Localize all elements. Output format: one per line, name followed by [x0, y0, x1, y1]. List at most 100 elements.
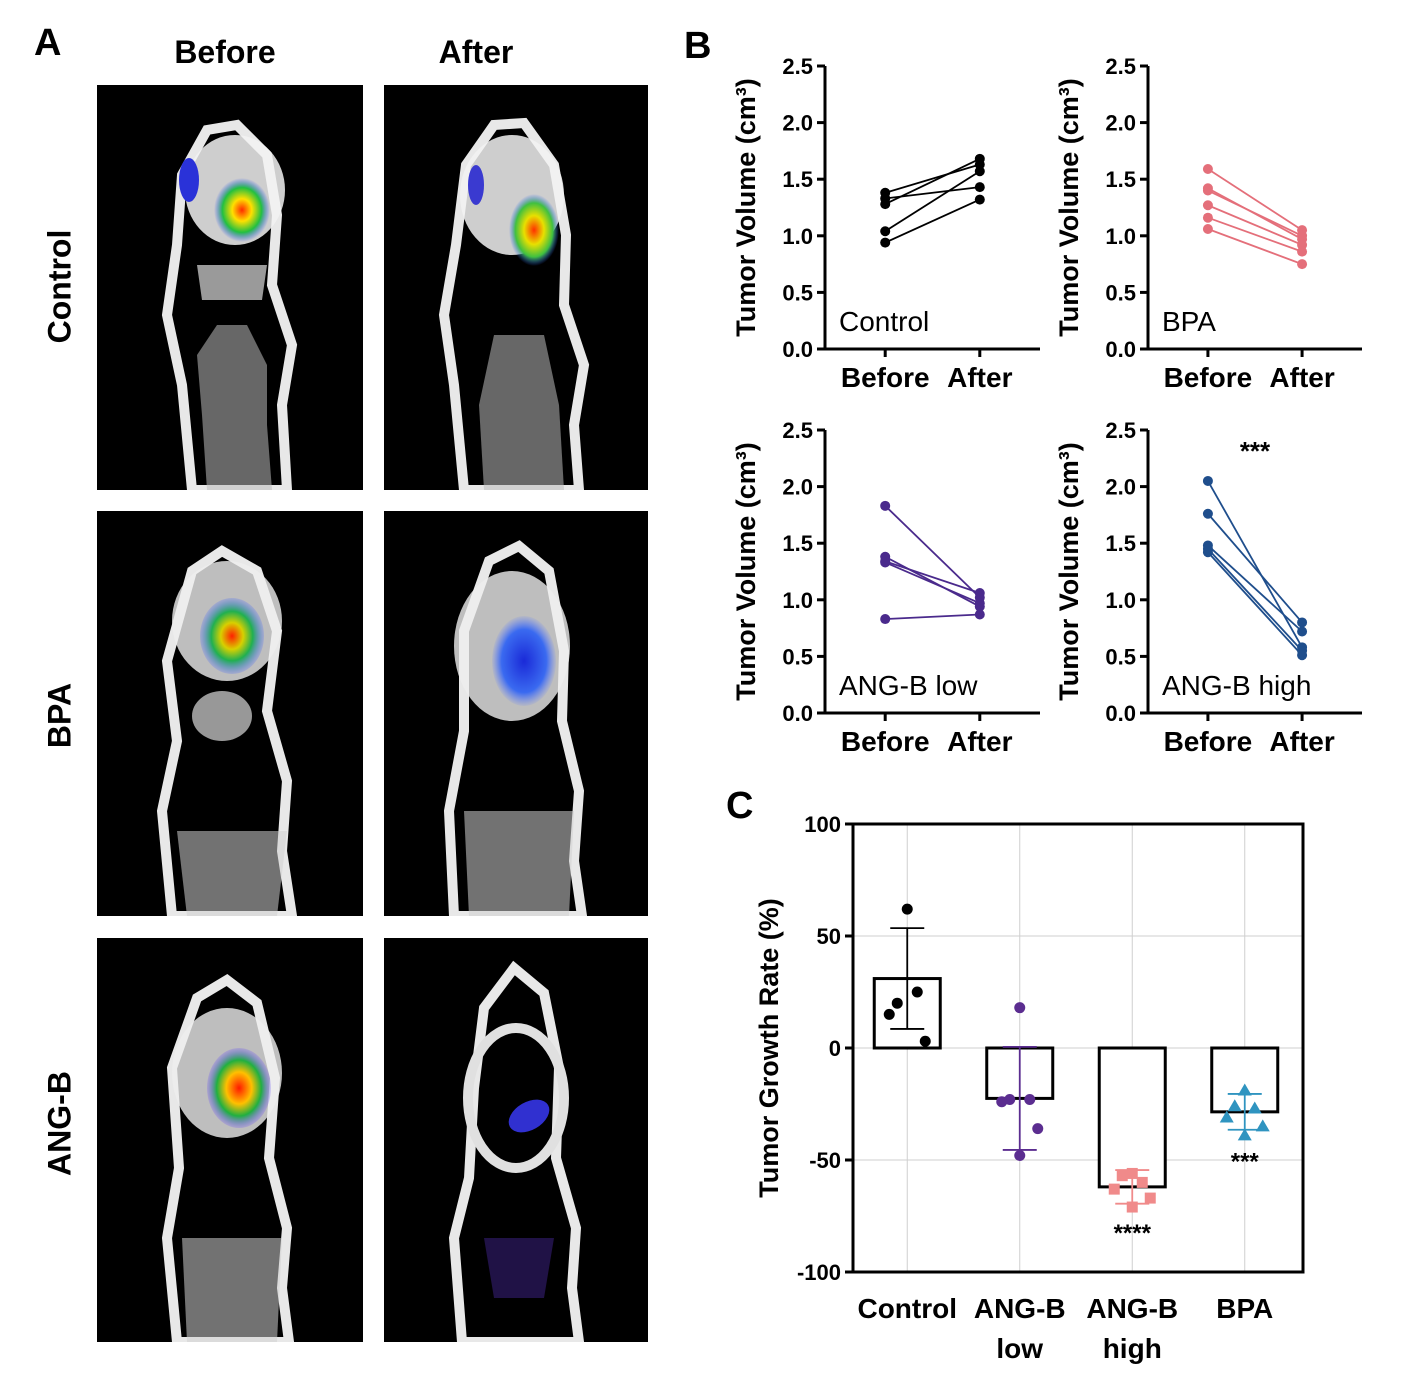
data-point: [1032, 1123, 1044, 1135]
data-point: [1116, 1170, 1128, 1182]
y-tick-label: 1.5: [1105, 167, 1136, 192]
point-after: [1297, 230, 1308, 241]
data-point: [919, 1035, 931, 1047]
y-axis-label: Tumor Volume (cm³): [1054, 78, 1084, 337]
y-tick-label: 2.0: [782, 111, 813, 136]
y-tick-label: 100: [804, 812, 841, 837]
y-tick-label: 0: [829, 1036, 841, 1061]
point-before: [880, 237, 891, 248]
point-after: [974, 609, 985, 620]
data-point: [1136, 1176, 1148, 1188]
line-plot-b1: 0.0 0.5 1.0 1.5 2.0 2.5 Before After Tumor Volum…: [731, 54, 1040, 393]
pair-line: [884, 560, 981, 594]
data-point: [1126, 1201, 1138, 1213]
point-before: [880, 614, 891, 625]
y-tick-label: 2.0: [1105, 475, 1136, 500]
y-tick-label: 0.5: [1105, 280, 1136, 305]
scan-bpa-after: [384, 511, 648, 916]
y-tick-label: 0.5: [782, 280, 813, 305]
data-point: [1108, 1183, 1120, 1195]
y-axis-label: Tumor Growth Rate (%): [754, 898, 784, 1198]
y-tick-label: 1.5: [782, 531, 813, 556]
significance-marker: ****: [1114, 1220, 1152, 1247]
y-tick-label: 1.5: [782, 167, 813, 192]
pair-line: [1207, 548, 1303, 652]
data-point: [1237, 1128, 1252, 1141]
data-point: [901, 903, 913, 915]
y-tick-label: 0.0: [782, 701, 813, 726]
pair-line: [1207, 216, 1303, 253]
point-before: [1202, 200, 1213, 211]
significance-marker: ***: [1240, 436, 1271, 466]
y-tick-label: 2.0: [1105, 111, 1136, 136]
point-after: [1297, 650, 1308, 661]
x-tick-label: BPA: [1216, 1293, 1273, 1324]
pair-line: [1207, 544, 1303, 633]
pair-line: [1207, 480, 1303, 648]
pair-line: [1207, 551, 1303, 656]
pair-line: [1207, 204, 1303, 246]
data-point: [1237, 1083, 1252, 1096]
scan-ang-b-after: [384, 938, 648, 1342]
data-point: [1144, 1192, 1156, 1204]
panel-b-label: B: [684, 25, 712, 67]
scan-control-before: [97, 85, 363, 490]
y-axis-label: Tumor Volume (cm³): [731, 78, 761, 337]
x-tick-label: ANG-B: [1086, 1293, 1178, 1324]
x-tick-label: Control: [857, 1293, 957, 1324]
bar-chart-growth-rate: -100 -50 0 50 100 Tumor Growth Rate (%) Contro…: [754, 812, 1305, 1364]
y-tick-label: 0.0: [1105, 701, 1136, 726]
y-axis-label: Tumor Volume (cm³): [1054, 442, 1084, 701]
point-after: [1297, 617, 1308, 628]
x-tick-label-line2: low: [996, 1333, 1043, 1364]
scan-bpa-before: [97, 511, 363, 916]
data-point: [1227, 1099, 1242, 1112]
point-before: [880, 226, 891, 237]
point-before: [1202, 547, 1213, 558]
data-point: [1247, 1101, 1262, 1114]
y-tick-label: 50: [817, 924, 841, 949]
significance-marker: ***: [1231, 1148, 1260, 1175]
group-label: ANG-B low: [839, 670, 978, 701]
point-before: [880, 557, 891, 568]
data-point: [883, 1008, 895, 1020]
data-point: [911, 986, 923, 998]
y-tick-label: 0.5: [1105, 644, 1136, 669]
group-label: ANG-B high: [1162, 670, 1311, 701]
line-plot-b3: 0.0 0.5 1.0 1.5 2.0 2.5 Before After Tumor Volum…: [731, 418, 1040, 757]
point-before: [1202, 185, 1213, 196]
line-plot-b4: 0.0 0.5 1.0 1.5 2.0 2.5 Before After Tumor Volum…: [1054, 418, 1362, 757]
data-point: [1255, 1119, 1270, 1132]
point-before: [880, 500, 891, 511]
y-tick-label: 2.5: [1105, 54, 1136, 79]
panel-a-label: A: [34, 22, 62, 64]
point-before: [1202, 224, 1213, 235]
pair-line: [884, 555, 981, 608]
panel-c-label: C: [726, 785, 754, 827]
data-point: [1219, 1110, 1234, 1123]
x-tick-label: After: [947, 726, 1012, 757]
point-after: [1297, 246, 1308, 257]
x-tick-label: Before: [1164, 726, 1253, 757]
pair-line: [1207, 168, 1303, 231]
scan-ang-b-before: [97, 938, 363, 1342]
point-after: [1297, 626, 1308, 637]
pair-line: [884, 163, 981, 194]
y-tick-label: 2.5: [782, 418, 813, 443]
pair-line: [884, 158, 981, 205]
data-point: [1024, 1094, 1036, 1106]
y-tick-label: 0.5: [782, 644, 813, 669]
pair-line: [884, 198, 981, 244]
point-before: [1202, 508, 1213, 519]
point-before: [1202, 212, 1213, 223]
point-after: [974, 182, 985, 193]
bar-ang-b-high: [1097, 1046, 1167, 1189]
data-point: [1126, 1167, 1138, 1179]
data-point: [891, 997, 903, 1009]
point-after: [974, 598, 985, 609]
pair-line: [884, 561, 981, 605]
y-tick-label: 1.0: [782, 588, 813, 613]
x-tick-label-line2: high: [1103, 1333, 1162, 1364]
y-tick-label: 0.0: [782, 337, 813, 362]
